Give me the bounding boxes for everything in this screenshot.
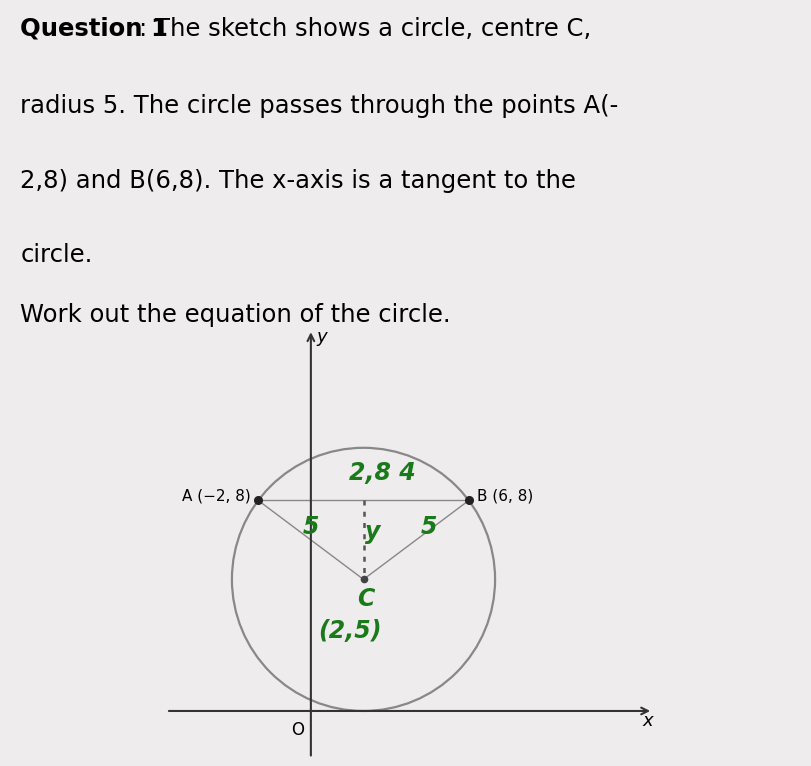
Text: circle.: circle. [20,243,92,267]
Text: B (6, 8): B (6, 8) [477,489,533,504]
Text: 2,8) and B(6,8). The x‐axis is a tangent to the: 2,8) and B(6,8). The x‐axis is a tangent… [20,169,576,192]
Text: x: x [642,712,653,731]
Text: Work out the equation of the circle.: Work out the equation of the circle. [20,303,451,327]
Text: y: y [316,329,327,346]
Text: A (−2, 8): A (−2, 8) [182,489,251,504]
Text: 5: 5 [421,515,438,538]
Text: (2,5): (2,5) [319,619,382,643]
Text: : The sketch shows a circle, centre C,: : The sketch shows a circle, centre C, [139,17,591,41]
Text: C: C [358,588,375,611]
Text: 2,8 4: 2,8 4 [349,460,415,485]
Text: Question 1: Question 1 [20,17,168,41]
Text: 5: 5 [303,515,319,538]
Text: radius 5. The circle passes through the points A(-: radius 5. The circle passes through the … [20,94,619,119]
Text: y: y [365,520,380,544]
Text: O: O [291,721,304,738]
